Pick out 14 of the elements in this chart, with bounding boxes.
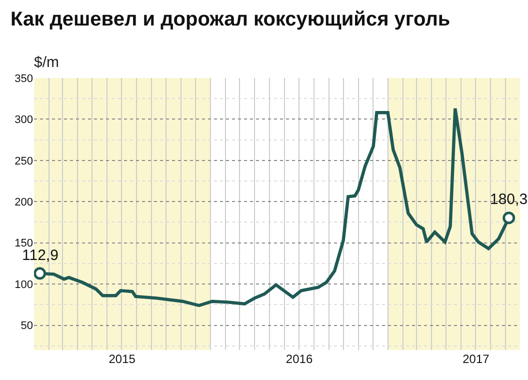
y-tick-label: 200 <box>14 196 33 208</box>
x-tick-label: 2015 <box>108 352 136 366</box>
annotation: 112,9 <box>22 247 58 264</box>
chart-title: Как дешевел и дорожал коксующийся уголь <box>10 8 450 30</box>
y-tick-label: 250 <box>14 155 33 168</box>
y-tick-label: 50 <box>20 320 33 332</box>
x-tick-label: 2016 <box>286 352 313 366</box>
y-tick-label: 150 <box>14 238 33 250</box>
y-axis-title: $/m <box>34 54 60 71</box>
y-tick-label: 100 <box>14 278 33 291</box>
y-tick-label: 350 <box>14 72 33 85</box>
x-tick-label: 2017 <box>462 352 490 366</box>
annotation: 180,3 <box>490 191 528 208</box>
y-tick-label: 300 <box>14 114 33 126</box>
